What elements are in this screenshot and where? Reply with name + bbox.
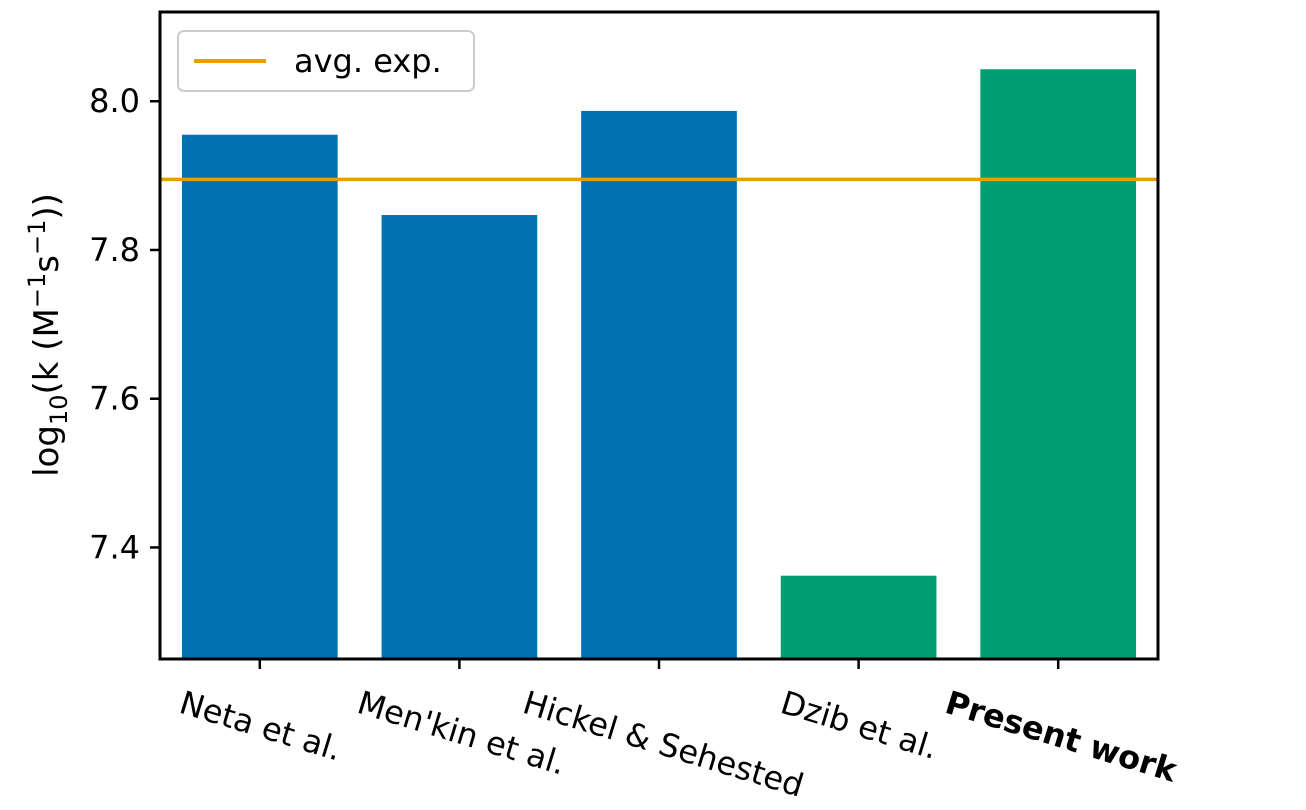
legend-box — [177, 30, 475, 92]
x-tick-label: Dzib et al. — [776, 683, 942, 767]
y-tick-label: 7.6 — [89, 380, 140, 418]
bar-0 — [181, 134, 338, 659]
bars-group — [181, 69, 1137, 660]
y-tick-label: 7.4 — [89, 528, 140, 566]
bar-2 — [581, 110, 737, 660]
bar-1 — [381, 215, 538, 659]
bar-3 — [780, 575, 937, 659]
x-tick-label: Present work — [941, 683, 1182, 790]
y-axis-label: log10(k (M−1s−1)) — [23, 193, 73, 477]
legend-label: avg. exp. — [294, 42, 442, 80]
y-tick-label: 8.0 — [89, 82, 140, 120]
x-tick-label: Neta et al. — [175, 683, 346, 768]
x-axis: Neta et al. Men'kin et al.Hickel & Sehest… — [175, 659, 1182, 805]
bar-4 — [980, 69, 1137, 659]
y-tick-label: 7.8 — [89, 231, 140, 269]
y-axis: 7.4 7.6 7.8 8.0 — [89, 82, 160, 566]
legend: avg. exp. — [177, 30, 475, 92]
